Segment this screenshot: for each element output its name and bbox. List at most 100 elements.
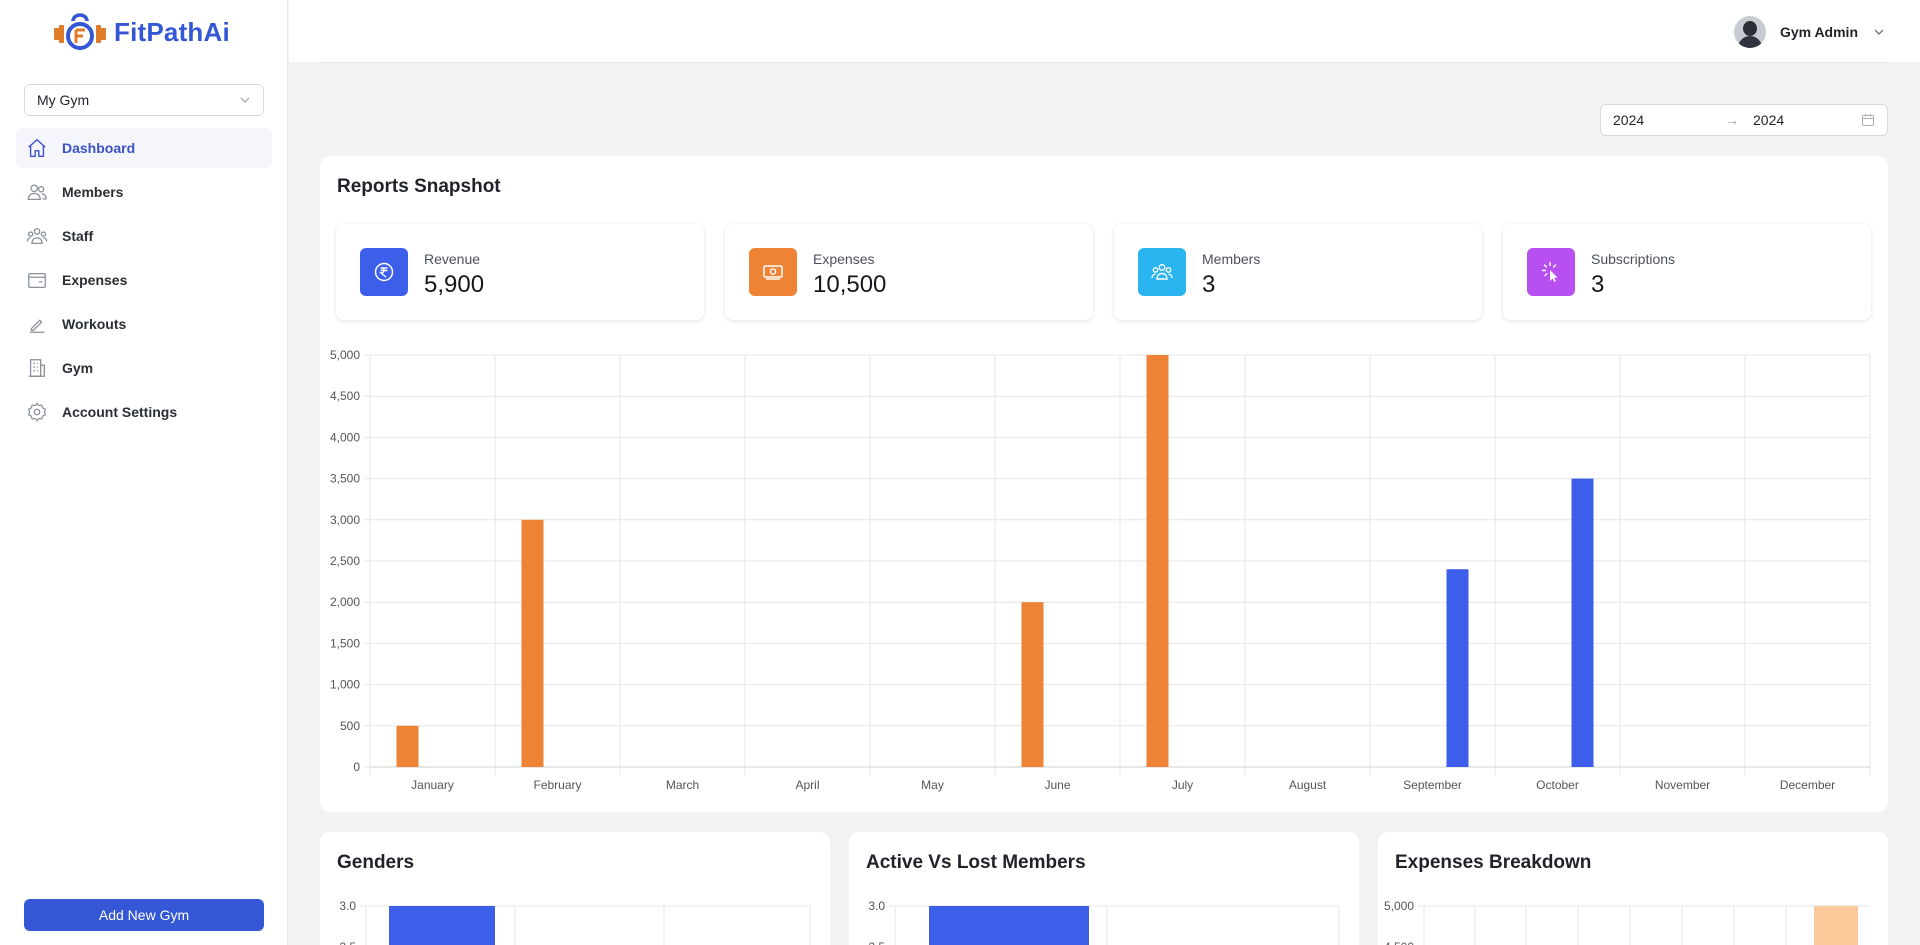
sidebar-item-members[interactable]: Members bbox=[16, 172, 272, 212]
y-tick-label: 3.0 bbox=[868, 899, 885, 913]
sidebar-item-workouts[interactable]: Workouts bbox=[16, 304, 272, 344]
y-tick-label: 1,000 bbox=[330, 678, 360, 692]
genders-chart: 3.0 2.5 bbox=[339, 899, 811, 945]
sidebar-nav: Dashboard Members Staff Expenses Workout… bbox=[16, 128, 272, 436]
y-tick-label: 2.5 bbox=[339, 940, 356, 945]
sidebar-item-gym[interactable]: Gym bbox=[16, 348, 272, 388]
rupee-icon bbox=[374, 262, 394, 282]
gym-select-value: My Gym bbox=[37, 92, 90, 108]
stat-value: 3 bbox=[1202, 271, 1216, 298]
chevron-down-icon bbox=[1874, 29, 1884, 35]
bar bbox=[521, 519, 544, 767]
genders-title: Genders bbox=[337, 852, 415, 873]
x-tick-label: November bbox=[1655, 778, 1710, 792]
stat-value: 5,900 bbox=[424, 271, 485, 298]
stat-card-revenue: Revenue 5,900 bbox=[336, 224, 704, 320]
pencil-icon bbox=[29, 319, 45, 333]
date-range-picker[interactable]: 2024 → 2024 bbox=[1600, 104, 1888, 136]
expenses-breakdown-card: Expenses Breakdown 5,000 4,500 bbox=[1378, 832, 1888, 945]
y-tick-label: 2.5 bbox=[868, 940, 885, 945]
sidebar-item-label: Members bbox=[62, 184, 124, 200]
team-icon bbox=[1151, 263, 1173, 280]
add-new-gym-button[interactable]: Add New Gym bbox=[24, 899, 264, 931]
header-divider bbox=[320, 62, 1888, 63]
building-icon bbox=[28, 359, 45, 377]
x-tick-label: March bbox=[666, 778, 699, 792]
y-tick-label: 3.0 bbox=[339, 899, 356, 913]
y-tick-label: 1,500 bbox=[330, 636, 360, 650]
bar bbox=[396, 725, 419, 767]
bar bbox=[1814, 906, 1858, 945]
genders-card: Genders 3.0 2.5 bbox=[320, 832, 830, 945]
stat-label: Members bbox=[1202, 251, 1261, 267]
sidebar: FitPathAi My Gym Dashboard Members Staff… bbox=[0, 0, 288, 945]
active-vs-lost-members-card: Active Vs Lost Members 3.0 2.5 bbox=[849, 832, 1359, 945]
x-tick-label: August bbox=[1289, 778, 1327, 792]
y-tick-label: 4,500 bbox=[1384, 940, 1414, 945]
y-tick-label: 2,000 bbox=[330, 595, 360, 609]
reports-snapshot-card: Reports Snapshot Revenue 5,900 Expenses … bbox=[320, 156, 1888, 812]
sidebar-item-label: Dashboard bbox=[62, 140, 136, 156]
bar bbox=[1571, 478, 1594, 767]
monthly-revenue-expenses-chart: 0 500 1,000 1,500 2,000 2,500 3,000 3,500 4,000 4… bbox=[330, 348, 1871, 792]
y-tick-label: 3,000 bbox=[330, 513, 360, 527]
date-range-end[interactable]: 2024 bbox=[1753, 112, 1785, 128]
stat-card-expenses: Expenses 10,500 bbox=[725, 224, 1093, 320]
x-tick-label: May bbox=[921, 778, 944, 792]
x-tick-label: October bbox=[1536, 778, 1579, 792]
sidebar-item-label: Workouts bbox=[62, 316, 127, 332]
bar bbox=[1146, 355, 1169, 767]
y-tick-label: 4,000 bbox=[330, 430, 360, 444]
calendar-icon bbox=[1862, 114, 1874, 126]
stat-card-subscriptions: Subscriptions 3 bbox=[1503, 224, 1871, 320]
avatar bbox=[1733, 16, 1766, 48]
sidebar-item-label: Gym bbox=[62, 360, 94, 376]
stat-value: 10,500 bbox=[813, 271, 887, 298]
sidebar-item-account-settings[interactable]: Account Settings bbox=[16, 392, 272, 432]
wallet-icon bbox=[28, 272, 46, 288]
active-vs-lost-title: Active Vs Lost Members bbox=[866, 852, 1086, 873]
bar bbox=[1021, 602, 1044, 767]
x-tick-label: April bbox=[795, 778, 819, 792]
reports-title: Reports Snapshot bbox=[337, 176, 501, 197]
stat-label: Subscriptions bbox=[1591, 251, 1676, 267]
active-vs-lost-chart: 3.0 2.5 bbox=[868, 899, 1340, 945]
sidebar-item-staff[interactable]: Staff bbox=[16, 216, 272, 256]
sidebar-item-label: Account Settings bbox=[62, 404, 178, 420]
y-tick-label: 500 bbox=[340, 719, 360, 733]
expenses-breakdown-title: Expenses Breakdown bbox=[1395, 852, 1592, 873]
sidebar-item-label: Staff bbox=[62, 228, 94, 244]
stat-icon-box bbox=[1527, 248, 1575, 296]
x-tick-label: September bbox=[1403, 778, 1462, 792]
date-range-arrow: → bbox=[1725, 112, 1739, 128]
cash-icon bbox=[763, 265, 783, 280]
pointer-click-icon bbox=[1541, 261, 1558, 282]
gear-icon bbox=[27, 402, 47, 422]
date-range-start[interactable]: 2024 bbox=[1613, 112, 1645, 128]
sidebar-item-expenses[interactable]: Expenses bbox=[16, 260, 272, 300]
home-icon bbox=[28, 139, 46, 157]
x-tick-label: December bbox=[1780, 778, 1835, 792]
bar bbox=[929, 906, 1089, 945]
top-header: Gym Admin bbox=[289, 0, 1920, 62]
stat-value: 3 bbox=[1591, 271, 1605, 298]
x-tick-label: February bbox=[533, 778, 581, 792]
y-tick-label: 3,500 bbox=[330, 472, 360, 486]
expenses-breakdown-chart: 5,000 4,500 bbox=[1384, 899, 1868, 945]
stat-card-members: Members 3 bbox=[1114, 224, 1482, 320]
gym-select[interactable]: My Gym bbox=[24, 84, 264, 116]
x-tick-label: June bbox=[1044, 778, 1070, 792]
stat-icon-box bbox=[360, 248, 408, 296]
stat-label: Revenue bbox=[424, 251, 481, 267]
y-tick-label: 2,500 bbox=[330, 554, 360, 568]
x-tick-label: January bbox=[411, 778, 454, 792]
user-menu[interactable]: Gym Admin bbox=[1733, 16, 1886, 48]
app-name: FitPathAi bbox=[114, 16, 230, 47]
sidebar-item-label: Expenses bbox=[62, 272, 128, 288]
app-logo[interactable]: FitPathAi bbox=[52, 12, 230, 52]
y-tick-label: 5,000 bbox=[330, 348, 360, 362]
user-name: Gym Admin bbox=[1779, 24, 1858, 40]
sidebar-item-dashboard[interactable]: Dashboard bbox=[16, 128, 272, 168]
bar bbox=[1446, 569, 1469, 767]
stat-icon-box bbox=[1138, 248, 1186, 296]
